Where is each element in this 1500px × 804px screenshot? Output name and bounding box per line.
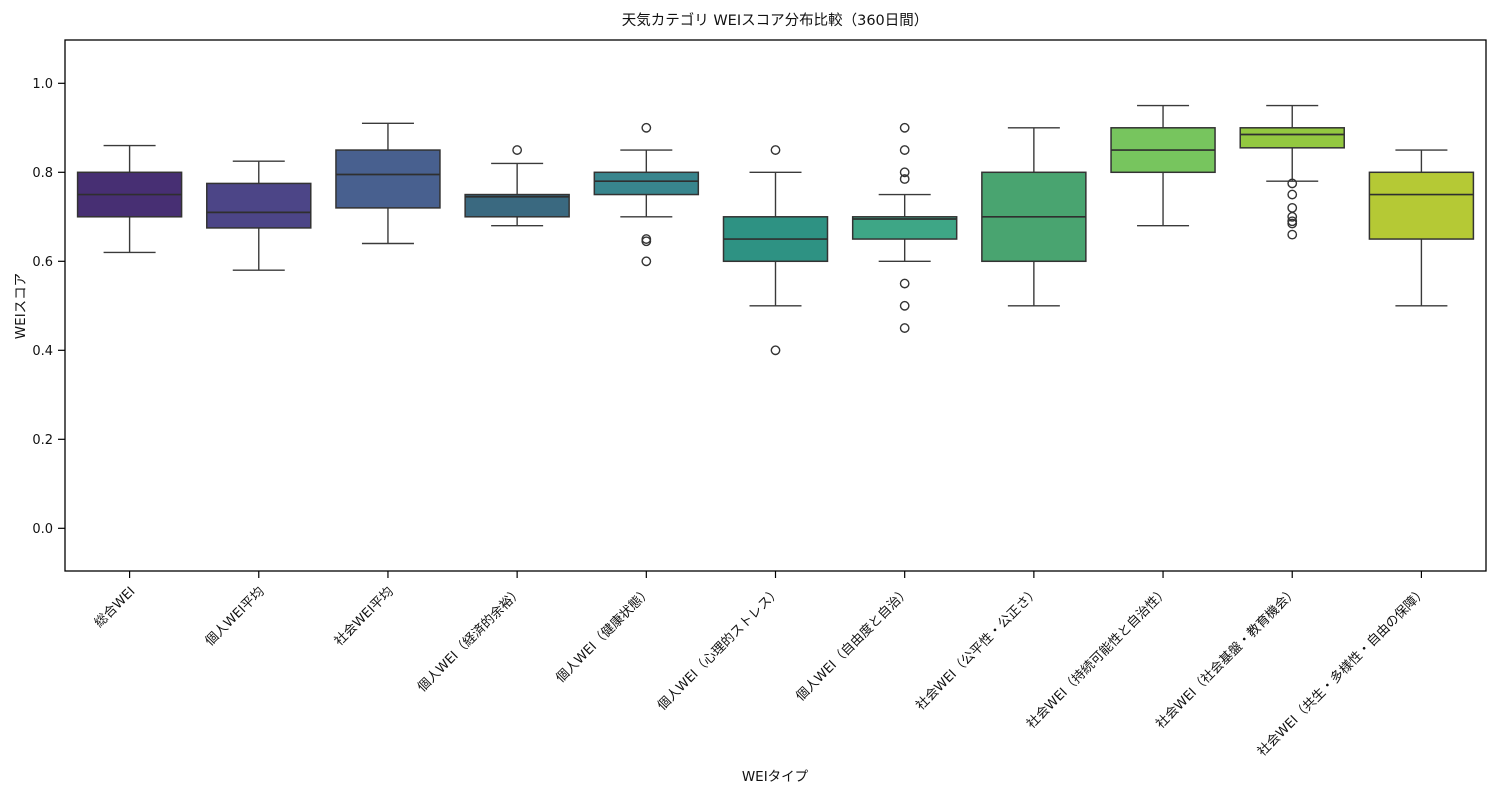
- box-group-6: [851, 122, 958, 333]
- outlier-point: [899, 145, 910, 155]
- y-tick-label: 0.0: [32, 522, 53, 537]
- outlier-point: [1287, 178, 1298, 189]
- box-group-7: [981, 127, 1087, 307]
- iqr-box: [206, 182, 312, 229]
- box-group-4: [593, 122, 700, 267]
- outlier-point: [1287, 211, 1298, 222]
- box-group-2: [335, 122, 441, 245]
- chart-title: 天気カテゴリ WEIスコア分布比較（360日間）: [622, 11, 929, 29]
- box-group-0: [76, 144, 183, 254]
- y-tick-label: 0.8: [32, 166, 53, 181]
- outlier-point: [770, 145, 781, 155]
- outlier-point: [899, 122, 910, 133]
- x-tick-label: 社会WEI（持続可能性と自治性）: [1023, 584, 1171, 732]
- box-group-9: [1239, 104, 1345, 240]
- x-axis-label: WEIタイプ: [742, 769, 809, 785]
- outlier-point: [1287, 229, 1298, 240]
- outlier-point: [899, 300, 910, 311]
- outlier-point: [899, 278, 910, 289]
- outlier-point: [512, 145, 523, 155]
- y-axis-label: WEIスコア: [13, 273, 29, 339]
- iqr-box: [464, 193, 570, 218]
- box-group-5: [722, 145, 829, 356]
- y-tick-label: 0.4: [32, 344, 53, 359]
- x-tick-label: 総合WEI: [92, 584, 139, 631]
- box-group-1: [206, 160, 312, 271]
- outlier-point: [899, 174, 910, 184]
- box-group-10: [1368, 149, 1475, 307]
- y-axis-ticks: 0.0 0.2 0.4 0.6 0.8 1.0: [32, 77, 65, 537]
- outlier-point: [899, 167, 910, 178]
- outlier-point: [1287, 202, 1298, 213]
- iqr-box: [851, 216, 958, 240]
- x-tick-label: 個人WEI（経済的余裕）: [414, 584, 526, 696]
- outlier-point: [1287, 189, 1298, 200]
- x-tick-label: 社会WEI（社会基盤・教育機会）: [1153, 584, 1301, 732]
- outlier-point: [770, 345, 781, 356]
- x-axis-ticks: 総合WEI 個人WEI平均 社会WEI平均 個人WEI（経済的余裕） 個人WEI（健康状…: [92, 571, 1430, 760]
- y-tick-label: 1.0: [32, 77, 53, 92]
- outlier-point: [641, 236, 652, 247]
- outlier-point: [1287, 218, 1298, 229]
- x-tick-label: 社会WEI平均: [331, 584, 397, 650]
- iqr-box: [593, 171, 700, 196]
- iqr-box: [1368, 171, 1475, 240]
- x-tick-label: 個人WEI（健康状態）: [553, 584, 655, 686]
- iqr-box: [335, 149, 441, 209]
- y-tick-label: 0.2: [32, 433, 53, 448]
- box-group-8: [1110, 104, 1216, 227]
- outlier-point: [641, 256, 652, 267]
- x-tick-label: 個人WEI（心理的ストレス）: [654, 584, 784, 714]
- outlier-point: [641, 122, 652, 133]
- box-group-3: [464, 145, 570, 227]
- iqr-box: [1239, 127, 1345, 149]
- x-tick-label: 社会WEI（公平性・公正さ）: [913, 584, 1043, 714]
- x-tick-label: 個人WEI平均: [203, 584, 268, 649]
- x-tick-label: 個人WEI（自由度と自治）: [793, 584, 914, 705]
- outlier-point: [899, 323, 910, 333]
- y-tick-label: 0.6: [32, 255, 53, 270]
